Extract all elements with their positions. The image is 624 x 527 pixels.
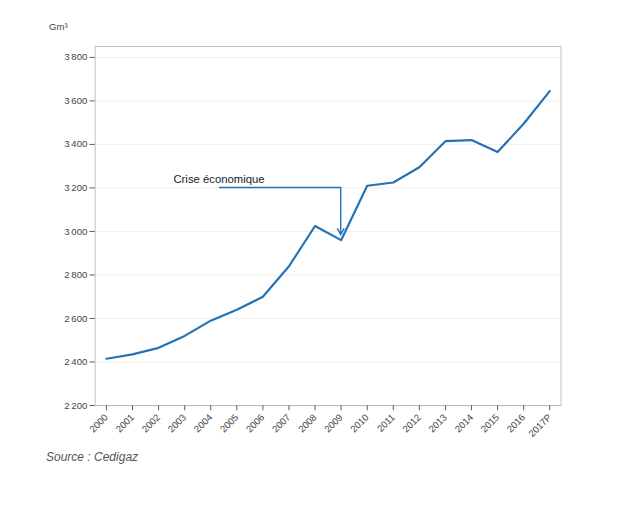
svg-text:2017P: 2017P bbox=[526, 412, 553, 439]
svg-text:3 800: 3 800 bbox=[64, 51, 87, 62]
svg-text:2013: 2013 bbox=[426, 412, 449, 435]
svg-text:2002: 2002 bbox=[139, 412, 162, 435]
svg-text:2001: 2001 bbox=[113, 412, 136, 435]
html-text:Source : Cedigaz: Source : Cedigaz bbox=[46, 450, 139, 465]
svg-text:2006: 2006 bbox=[244, 412, 267, 435]
svg-text:2015: 2015 bbox=[478, 412, 501, 435]
svg-text:2 600: 2 600 bbox=[64, 313, 87, 324]
svg-text:2010: 2010 bbox=[348, 412, 371, 435]
svg-text:2000: 2000 bbox=[87, 412, 110, 435]
svg-text:Crise économique: Crise économique bbox=[173, 173, 264, 185]
svg-text:3 000: 3 000 bbox=[64, 226, 87, 237]
svg-text:3 400: 3 400 bbox=[64, 138, 87, 149]
svg-text:2008: 2008 bbox=[296, 412, 319, 435]
svg-text:2014: 2014 bbox=[452, 411, 475, 434]
svg-text:3 200: 3 200 bbox=[64, 182, 87, 193]
svg-text:2009: 2009 bbox=[322, 412, 345, 435]
svg-text:2 800: 2 800 bbox=[64, 269, 87, 280]
svg-text:2016: 2016 bbox=[504, 412, 527, 435]
svg-text:2003: 2003 bbox=[165, 412, 188, 435]
svg-text:2 400: 2 400 bbox=[64, 356, 87, 367]
svg-text:2012: 2012 bbox=[400, 412, 423, 435]
svg-text:2007: 2007 bbox=[270, 412, 293, 435]
svg-text:2004: 2004 bbox=[192, 411, 215, 434]
svg-text:Gm³: Gm³ bbox=[49, 21, 68, 32]
svg-text:2 200: 2 200 bbox=[64, 400, 87, 411]
svg-text:3 600: 3 600 bbox=[64, 95, 87, 106]
svg-text:2005: 2005 bbox=[218, 412, 241, 435]
svg-text:2011: 2011 bbox=[375, 412, 397, 434]
